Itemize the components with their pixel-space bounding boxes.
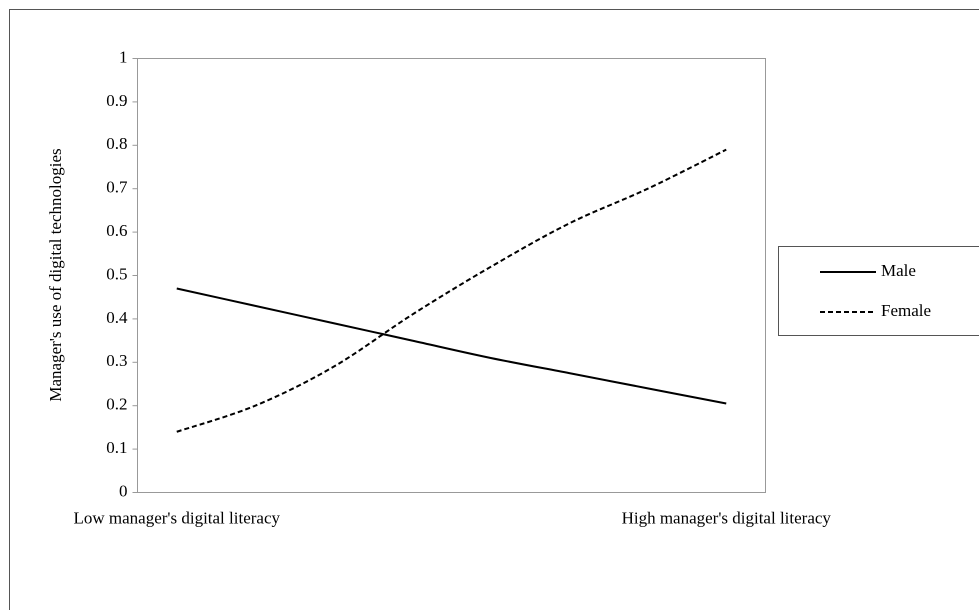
y-tick-label: 0.6 — [106, 221, 127, 240]
y-tick-label: 0.3 — [106, 351, 127, 370]
y-tick-label: 0.8 — [106, 134, 127, 153]
y-tick-label: 0.5 — [106, 264, 127, 283]
y-tick-label: 0.2 — [106, 395, 127, 414]
y-tick-label: 0.4 — [106, 308, 128, 327]
y-tick-label: 0.1 — [106, 438, 127, 457]
y-tick-label: 0 — [119, 481, 128, 500]
x-tick-label: High manager's digital literacy — [622, 508, 832, 527]
y-tick-label: 0.7 — [106, 178, 128, 197]
legend — [778, 246, 979, 336]
y-tick-label: 1 — [119, 47, 128, 66]
series-line — [176, 148, 727, 433]
legend-label: Male — [881, 261, 916, 280]
x-tick-label: Low manager's digital literacy — [73, 508, 280, 527]
y-tick-label: 0.9 — [106, 91, 127, 110]
legend-label: Female — [881, 301, 931, 320]
plot-area — [137, 58, 766, 493]
y-axis-label: Manager's use of digital technologies — [46, 148, 65, 401]
frame — [9, 9, 979, 610]
series-line — [176, 287, 727, 405]
